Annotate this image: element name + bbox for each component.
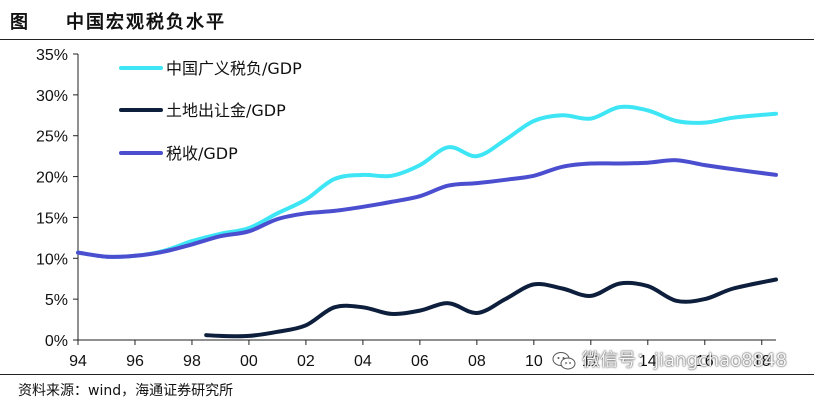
wechat-icon <box>552 352 576 370</box>
y-tick-label: 0% <box>45 333 68 350</box>
watermark: 微信号：jiangchao8848 <box>552 346 787 372</box>
x-tick-label: 94 <box>69 353 87 370</box>
y-tick-label: 20% <box>36 170 68 187</box>
x-tick-label: 02 <box>297 353 315 370</box>
y-tick-label: 15% <box>36 210 68 227</box>
legend-label-2: 土地出让金/GDP <box>166 101 286 120</box>
x-tick-label: 96 <box>126 353 144 370</box>
y-tick-label: 5% <box>45 292 68 309</box>
x-tick-label: 10 <box>525 353 543 370</box>
watermark-text: 微信号：jiangchao8848 <box>582 350 788 371</box>
source-note: 资料来源：wind，海通证券研究所 <box>0 374 814 406</box>
x-tick-label: 18 <box>753 353 771 370</box>
x-tick-label: 16 <box>696 353 714 370</box>
y-tick-label: 35% <box>36 47 68 64</box>
legend-label-1: 中国广义税负/GDP <box>166 59 302 78</box>
source-text: 资料来源：wind，海通证券研究所 <box>18 383 234 399</box>
x-tick-label: 14 <box>639 353 657 370</box>
figure-header: 图 中国宏观税负水平 <box>0 0 814 40</box>
y-tick-label: 10% <box>36 251 68 268</box>
x-tick-label: 12 <box>582 353 600 370</box>
y-tick-label: 30% <box>36 88 68 105</box>
series-line-3 <box>76 158 778 259</box>
series-line-2 <box>204 277 778 339</box>
legend-label-3: 税收/GDP <box>166 144 238 163</box>
x-tick-label: 98 <box>183 353 201 370</box>
y-tick-label: 25% <box>36 129 68 146</box>
x-tick-label: 00 <box>240 353 258 370</box>
figure-title: 中国宏观税负水平 <box>66 12 226 33</box>
figure-label: 图 <box>10 12 29 33</box>
series-line-1 <box>76 104 778 259</box>
x-tick-label: 06 <box>411 353 429 370</box>
x-tick-label: 08 <box>468 353 486 370</box>
header-rule <box>0 39 814 40</box>
line-chart: 0% 5% 10% 15% 20% 25% 30% 35% 94 96 98 00 02 04 06 08 10… <box>36 47 778 370</box>
x-tick-label: 04 <box>354 353 372 370</box>
